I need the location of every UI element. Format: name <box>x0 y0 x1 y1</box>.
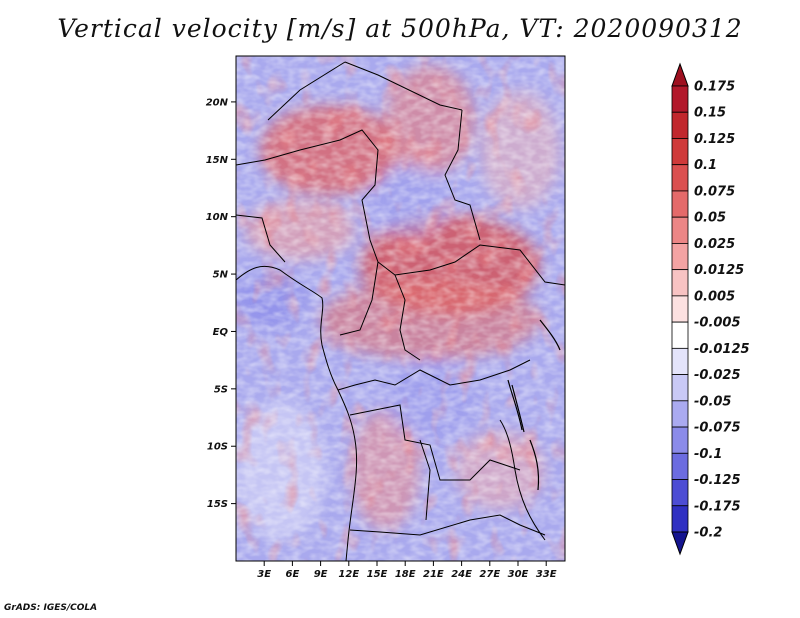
colorbar-segment <box>671 321 689 349</box>
lon-tick-label: 12E <box>338 569 359 580</box>
colorbar-segment <box>671 85 689 113</box>
lon-tick-label: 24E <box>451 569 472 580</box>
colorbar-level-label: 0.005 <box>694 289 735 304</box>
colorbar-segment <box>671 400 689 428</box>
border-central <box>236 129 565 286</box>
colorbar-segment <box>671 216 689 244</box>
colorbar-level-label: 0.075 <box>694 184 735 199</box>
lon-tick-label: 30E <box>508 569 529 580</box>
colorbar-segment <box>671 190 689 218</box>
lat-tick-label: 5N <box>213 270 229 281</box>
colorbar-level-label: -0.025 <box>694 368 741 383</box>
border-east <box>499 419 546 541</box>
grads-credit: GrADS: IGES/COLA <box>4 603 98 613</box>
colorbar-segment <box>671 505 689 533</box>
map-title: Vertical velocity [m/s] at 500hPa, VT: 2… <box>57 14 743 43</box>
colorbar-segment <box>671 111 689 139</box>
lake-victoria <box>539 319 561 351</box>
borders <box>236 61 565 561</box>
coastline <box>236 265 358 561</box>
colorbar-level-label: 0.125 <box>694 132 735 147</box>
longitude-axis: 3E 6E 9E 12E 15E 18E 21E 24E 27E 30E 33E <box>257 561 557 580</box>
colorbar-under-triangle <box>671 531 689 556</box>
lon-tick-label: 27E <box>479 569 500 580</box>
colorbar-level-label: -0.05 <box>694 394 731 409</box>
colorbar-level-label: 0.025 <box>694 237 735 252</box>
lon-tick-label: 21E <box>423 569 444 580</box>
colorbar-segment <box>671 269 689 297</box>
lat-tick-label: 15S <box>207 499 228 510</box>
latitude-axis: 20N 15N 10N 5N EQ 5S 10S 15S <box>206 97 236 510</box>
colorbar-over-triangle <box>671 62 689 87</box>
colorbar-level-label: 0.1 <box>694 158 717 173</box>
lon-tick-label: 15E <box>367 569 388 580</box>
colorbar-segment <box>671 426 689 454</box>
lon-tick-label: 33E <box>536 569 557 580</box>
lakes <box>507 319 561 491</box>
vertical-velocity-field <box>236 56 565 561</box>
colorbar-level-label: -0.1 <box>694 447 722 462</box>
border-south <box>349 514 546 536</box>
colorbar-level-label: -0.2 <box>694 526 722 541</box>
colorbar-level-label: 0.175 <box>694 80 735 95</box>
border-north <box>267 61 481 241</box>
colorbar-level-label: 0.05 <box>694 211 726 226</box>
lake-tanganyika <box>507 379 523 431</box>
lake-malawi <box>529 439 540 491</box>
lat-tick-label: 10N <box>206 212 229 223</box>
colorbar-segment <box>671 164 689 192</box>
colorbar-segment <box>671 374 689 402</box>
colorbar-level-label: -0.175 <box>694 499 741 514</box>
lat-tick-label: 5S <box>214 384 228 395</box>
lat-tick-label: EQ <box>213 327 229 338</box>
border-mid <box>337 359 531 391</box>
border-west <box>236 214 286 263</box>
colorbar-level-label: -0.125 <box>694 473 741 488</box>
colorbar-segment <box>671 479 689 507</box>
lat-tick-label: 10S <box>207 442 228 453</box>
colorbar-level-label: 0.15 <box>694 106 726 121</box>
colorbar-segment <box>671 138 689 166</box>
lon-tick-label: 6E <box>286 569 300 580</box>
colorbar-level-label: 0.0125 <box>694 263 744 278</box>
map-frame <box>235 55 566 562</box>
colorbar-level-label: -0.075 <box>694 421 741 436</box>
colorbar-segment <box>671 452 689 480</box>
lon-tick-label: 9E <box>314 569 328 580</box>
lat-tick-label: 20N <box>206 97 229 108</box>
border-inner <box>419 439 431 521</box>
colorbar-level-label: -0.005 <box>694 316 741 331</box>
colorbar-segment <box>671 243 689 271</box>
colorbar-level-label: -0.0125 <box>694 342 750 357</box>
border-angola <box>349 404 521 481</box>
border-congo <box>339 261 421 361</box>
colorbar-segment <box>671 295 689 323</box>
lon-tick-label: 3E <box>257 569 271 580</box>
colorbar: 0.175 0.15 0.125 0.1 0.075 0.05 0.025 0.0125 0.0… <box>671 62 750 556</box>
field-white-speckle <box>236 56 565 561</box>
lon-tick-label: 18E <box>395 569 416 580</box>
lat-tick-label: 15N <box>206 155 229 166</box>
colorbar-segment <box>671 347 689 375</box>
